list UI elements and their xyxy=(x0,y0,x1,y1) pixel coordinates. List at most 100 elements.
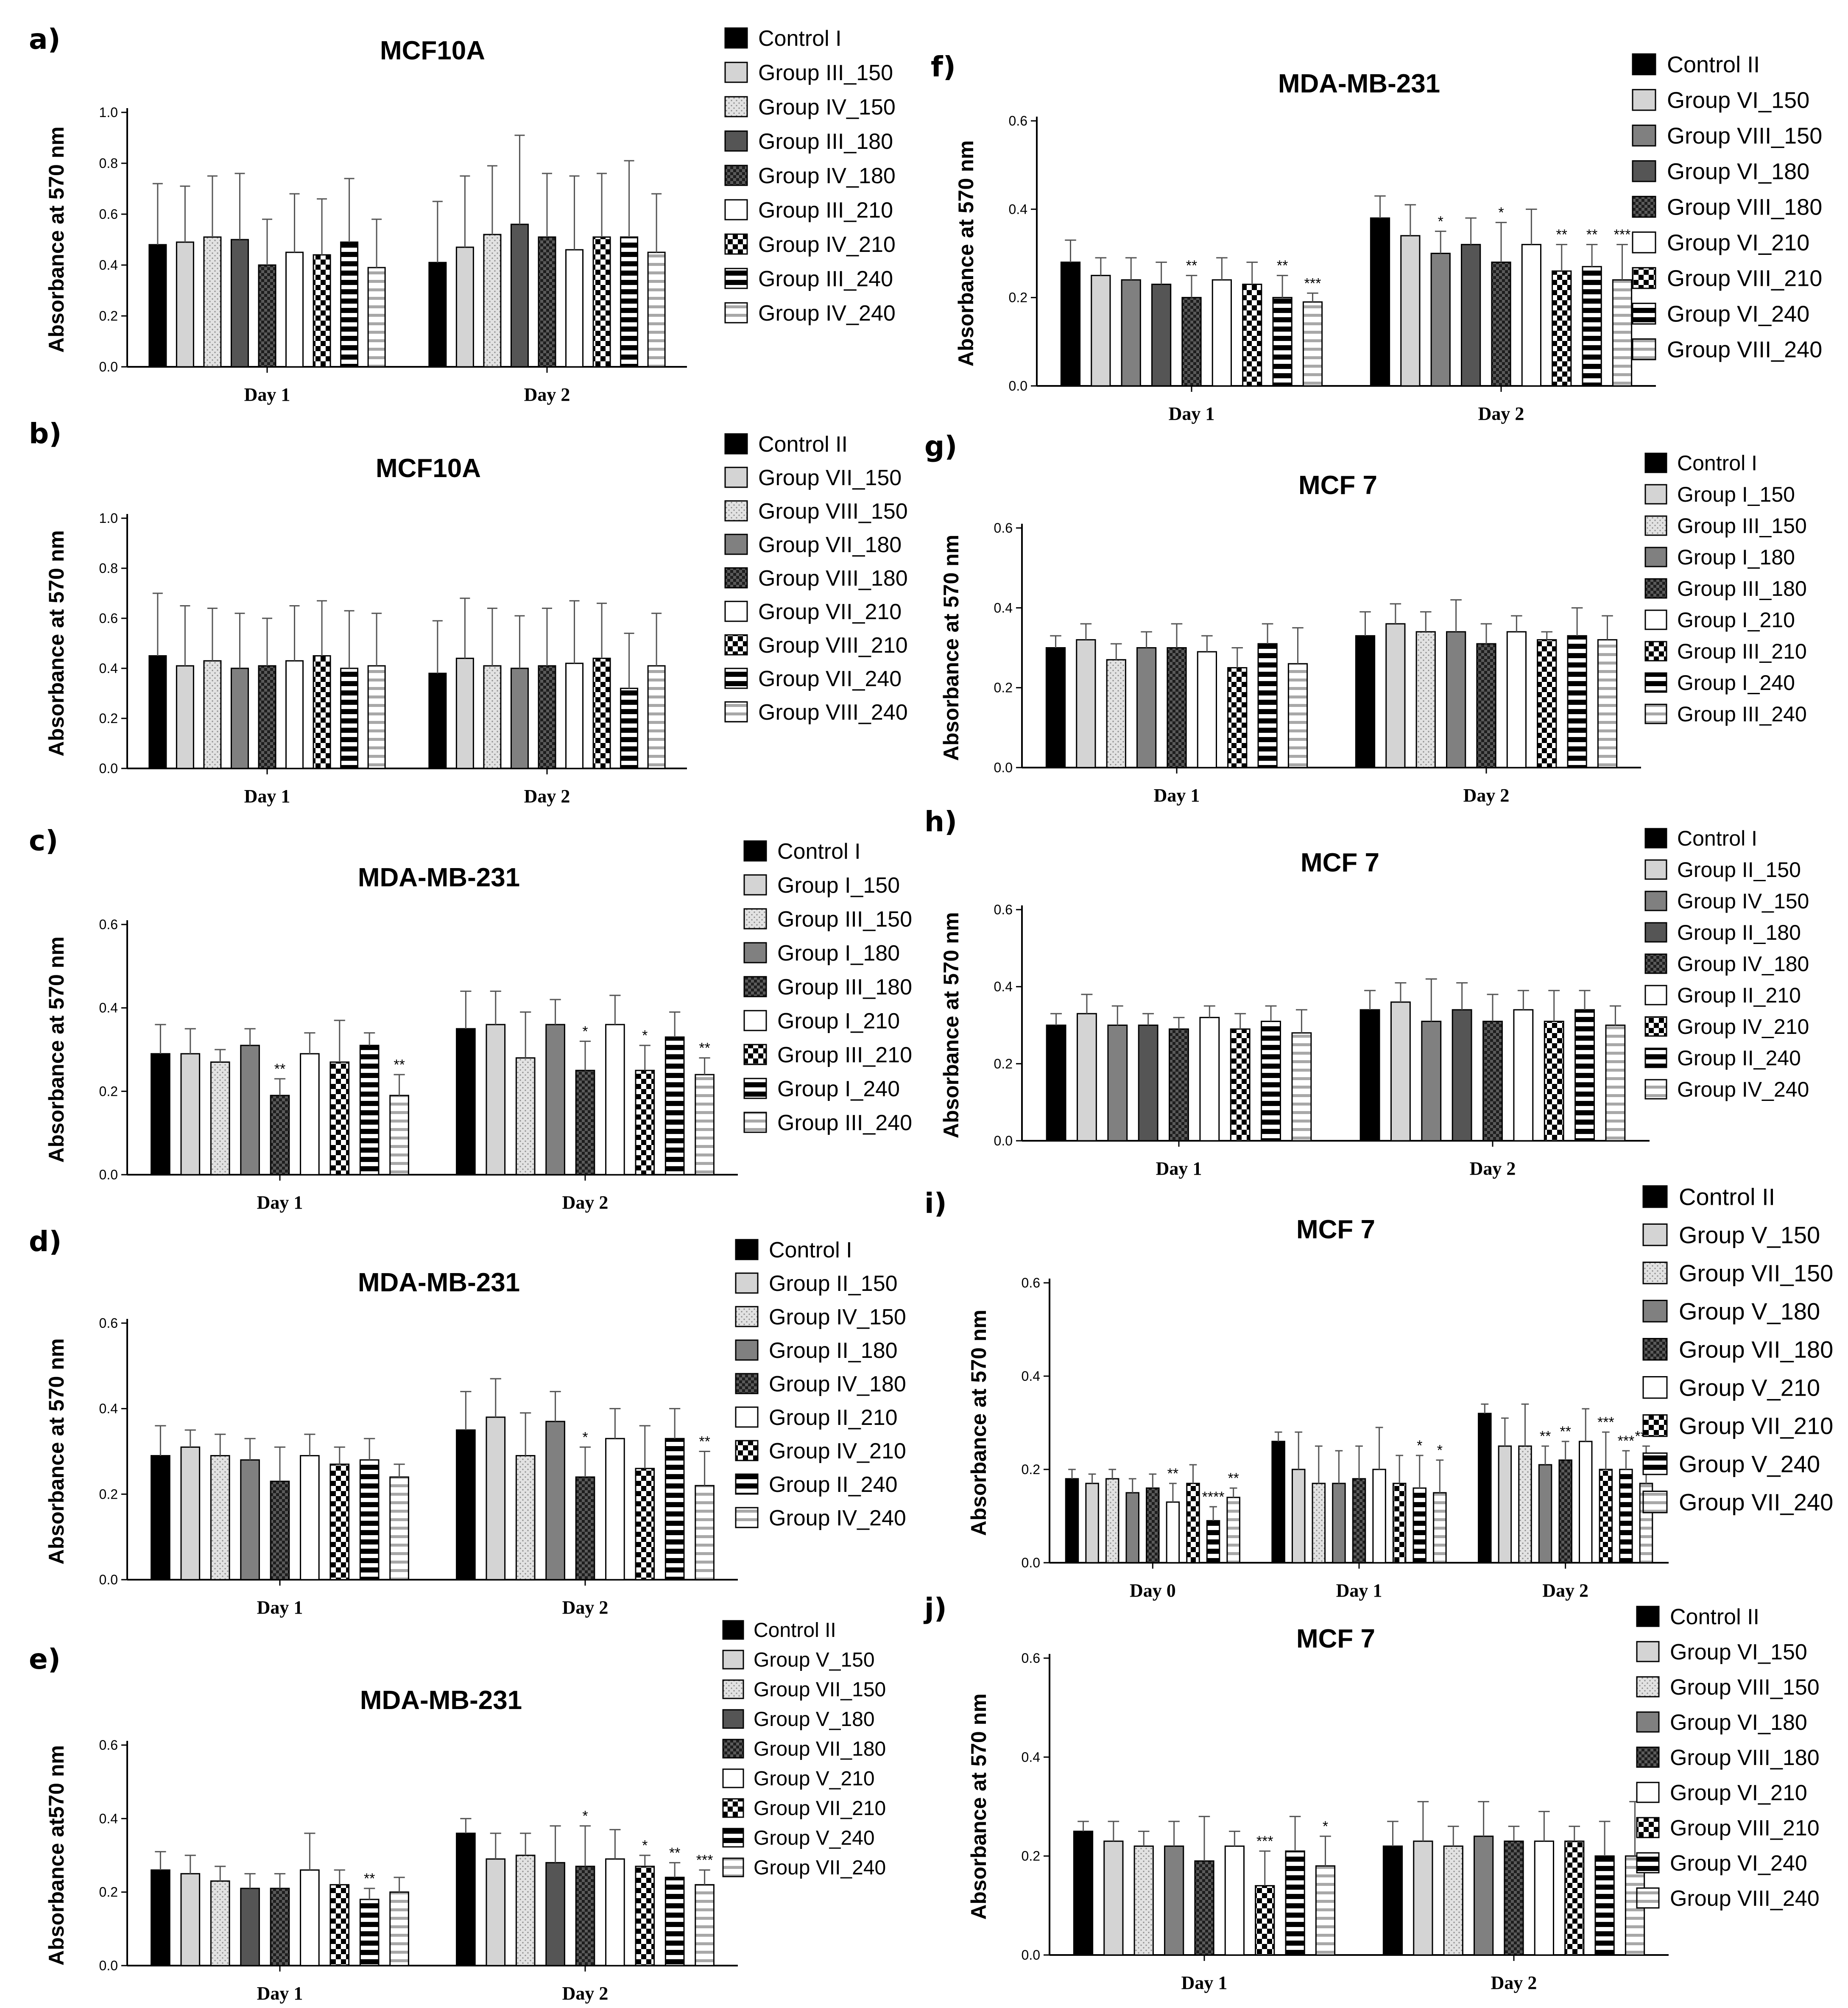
panel-label: i) xyxy=(924,1187,947,1220)
bar xyxy=(486,1858,506,1966)
bar xyxy=(538,665,556,769)
bar xyxy=(340,241,359,368)
bar xyxy=(565,662,584,769)
bar xyxy=(389,1476,409,1581)
legend-label: Group VI_240 xyxy=(1667,302,1809,327)
legend-swatch xyxy=(1636,1711,1660,1733)
bar xyxy=(483,234,502,368)
legend-label: Group VIII_210 xyxy=(758,633,908,658)
bar xyxy=(1045,647,1066,768)
bar xyxy=(1518,1445,1532,1564)
legend-label: Group VII_180 xyxy=(758,533,902,557)
panel-label: e) xyxy=(29,1643,61,1676)
bar xyxy=(1506,631,1527,768)
legend-label: Group VI_150 xyxy=(1667,88,1809,113)
bar xyxy=(1605,1025,1626,1142)
bar xyxy=(620,687,639,769)
legend-swatch xyxy=(1644,484,1667,505)
panel-label: d) xyxy=(29,1225,61,1258)
y-tick-label: 1.0 xyxy=(99,511,118,526)
x-tick-label: Day 1 xyxy=(1154,785,1200,806)
legend-label: Group IV_150 xyxy=(1677,889,1809,913)
legend-label: Group VIII_240 xyxy=(758,700,908,725)
legend-label: Group VIII_150 xyxy=(758,499,908,524)
legend-swatch xyxy=(1636,1606,1660,1627)
legend-label: Group VII_150 xyxy=(754,1678,886,1701)
y-tick-label: 0.0 xyxy=(1022,1947,1040,1963)
y-tick-label: 0.6 xyxy=(994,902,1013,917)
bar xyxy=(1452,1009,1472,1142)
chart-title: MDA-MB-231 xyxy=(360,1686,522,1715)
y-tick-label: 0.2 xyxy=(99,1084,118,1099)
bar xyxy=(1199,1017,1220,1142)
bar xyxy=(1558,1459,1572,1564)
bar xyxy=(240,1888,260,1966)
bar xyxy=(1186,1483,1200,1564)
y-tick-label: 0.0 xyxy=(1022,1555,1040,1570)
legend-label: Group I_240 xyxy=(1677,671,1795,695)
legend-label: Group VII_210 xyxy=(1679,1412,1833,1439)
bar xyxy=(1352,1478,1366,1564)
legend-swatch xyxy=(743,942,767,964)
bar xyxy=(1567,635,1587,768)
legend-label: Group III_150 xyxy=(777,907,912,932)
y-tick-label: 0.2 xyxy=(99,711,118,726)
significance-label: * xyxy=(1417,1438,1422,1454)
bar xyxy=(1544,1020,1564,1142)
bar xyxy=(545,1024,565,1176)
y-tick-label: 0.4 xyxy=(1022,1749,1040,1765)
legend-label: Group VII_180 xyxy=(1679,1336,1833,1363)
y-tick-label: 1.0 xyxy=(99,105,118,120)
panel-a: a) MCF10A Absorbance at 570 nm 0.0 0.2 0.4 0.6… xyxy=(29,23,896,405)
legend-swatch xyxy=(1644,452,1667,473)
bar xyxy=(285,251,304,368)
bar xyxy=(592,236,611,368)
legend-label: Group VIII_180 xyxy=(1667,195,1822,220)
bar xyxy=(176,665,194,769)
bar xyxy=(389,1095,409,1176)
legend-label: Group III_150 xyxy=(758,61,893,85)
bar xyxy=(1151,283,1172,387)
significance-label: **** xyxy=(1202,1489,1225,1505)
bar xyxy=(1138,1025,1158,1142)
bar xyxy=(148,244,167,368)
significance-label: * xyxy=(1438,213,1443,229)
chart-title: MCF 7 xyxy=(1296,1215,1375,1244)
bar xyxy=(1261,1020,1281,1142)
bar xyxy=(575,1866,595,1966)
bar xyxy=(300,1869,320,1966)
legend-label: Group VIII_210 xyxy=(1670,1816,1820,1840)
bar xyxy=(230,239,249,368)
bar xyxy=(313,655,331,769)
significance-label: * xyxy=(1498,205,1504,221)
legend-swatch xyxy=(1636,1746,1660,1768)
legend-label: Group VII_180 xyxy=(754,1738,886,1760)
bar xyxy=(483,665,502,769)
legend-label: Group VII_240 xyxy=(758,667,902,691)
panel-j: j) MCF 7 Absorbance at 570 nm 0.0 0.2 0.4 0.6 D… xyxy=(923,1592,1820,1993)
bar xyxy=(695,1074,715,1176)
panel-label: g) xyxy=(924,430,957,463)
bar xyxy=(1430,253,1451,387)
legend-label: Group III_180 xyxy=(1677,577,1807,600)
legend-label: Group VIII_150 xyxy=(1667,123,1822,149)
bar xyxy=(1065,1478,1079,1564)
y-tick-label: 0.0 xyxy=(99,761,118,776)
y-tick-label: 0.0 xyxy=(994,760,1013,775)
y-axis-label: Absorbance at 570 nm xyxy=(967,1693,991,1920)
legend-swatch xyxy=(1642,1490,1668,1514)
legend-label: Group VII_210 xyxy=(758,600,902,624)
legend-label: Group IV_150 xyxy=(769,1305,906,1329)
legend-label: Group IV_240 xyxy=(1677,1078,1809,1101)
legend-label: Group VIII_180 xyxy=(1670,1745,1820,1770)
y-tick-label: 0.6 xyxy=(99,1315,118,1331)
legend-label: Group IV_180 xyxy=(769,1372,906,1396)
legend-label: Group II_150 xyxy=(1677,858,1801,882)
bar xyxy=(1433,1492,1447,1564)
legend-label: Group III_150 xyxy=(1677,514,1807,538)
legend-label: Group III_240 xyxy=(758,267,893,291)
bar xyxy=(1355,635,1376,768)
x-tick-label: Day 2 xyxy=(524,786,570,807)
legend-swatch xyxy=(1644,1016,1667,1037)
bar xyxy=(1105,1478,1119,1564)
